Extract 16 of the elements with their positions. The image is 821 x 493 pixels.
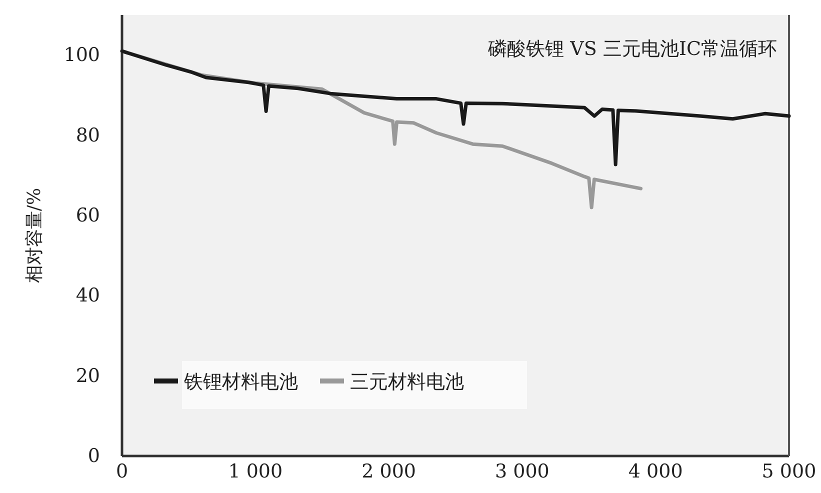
y-axis-title: 相对容量/% bbox=[24, 188, 45, 284]
x-tick-label: 3 000 bbox=[494, 460, 550, 482]
y-tick-label: 80 bbox=[76, 124, 100, 146]
legend-label: 三元材料电池 bbox=[350, 371, 464, 393]
y-tick-label: 20 bbox=[76, 364, 100, 387]
x-tick-label: 4 000 bbox=[628, 460, 683, 482]
y-tick-label: 0 bbox=[88, 445, 100, 468]
text: 磷酸铁锂 VS 三元电池IC常温循环 bbox=[487, 38, 777, 60]
x-tick-label: 2 000 bbox=[362, 460, 416, 482]
x-tick-label: 0 bbox=[116, 460, 128, 482]
y-tick-label: 100 bbox=[64, 44, 100, 66]
y-tick-label: 40 bbox=[76, 284, 100, 307]
y-tick-label: 60 bbox=[76, 204, 100, 227]
x-tick-label: 5 000 bbox=[762, 460, 816, 482]
legend-label: 铁锂材料电池 bbox=[183, 371, 298, 393]
x-tick-label: 1 000 bbox=[228, 460, 283, 482]
